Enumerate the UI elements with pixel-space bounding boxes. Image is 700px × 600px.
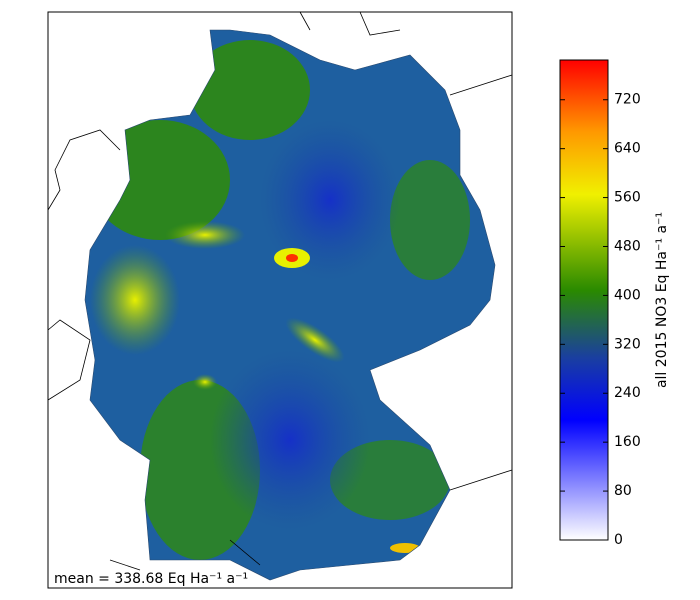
colorbar-label: all 2015 NO3 Eq Ha⁻¹ a⁻¹: [654, 212, 670, 388]
colorbar-tick-label: 240: [614, 385, 641, 401]
map-frame: mean = 338.68 Eq Ha⁻¹ a⁻¹: [47, 11, 513, 589]
colorbar-tick-label: 80: [614, 483, 632, 499]
colorbar-scale: [559, 59, 609, 541]
colorbar-tick-label: 720: [614, 92, 641, 108]
colorbar-tick-label: 480: [614, 238, 641, 254]
colorbar-tick-label: 320: [614, 336, 641, 352]
coastline: [47, 11, 513, 571]
deposition-field: [85, 30, 495, 580]
colorbar-tick-label: 560: [614, 190, 641, 206]
mean-annotation: mean = 338.68 Eq Ha⁻¹ a⁻¹: [54, 571, 248, 587]
colorbar-tick-label: 640: [614, 141, 641, 157]
colorbar-tick-label: 160: [614, 434, 641, 450]
colorbar: all 2015 NO3 Eq Ha⁻¹ a⁻¹ 0 80 160 240 320 400…: [559, 59, 670, 548]
colorbar-tick-label: 0: [614, 532, 623, 548]
colorbar-tick-label: 400: [614, 287, 641, 303]
